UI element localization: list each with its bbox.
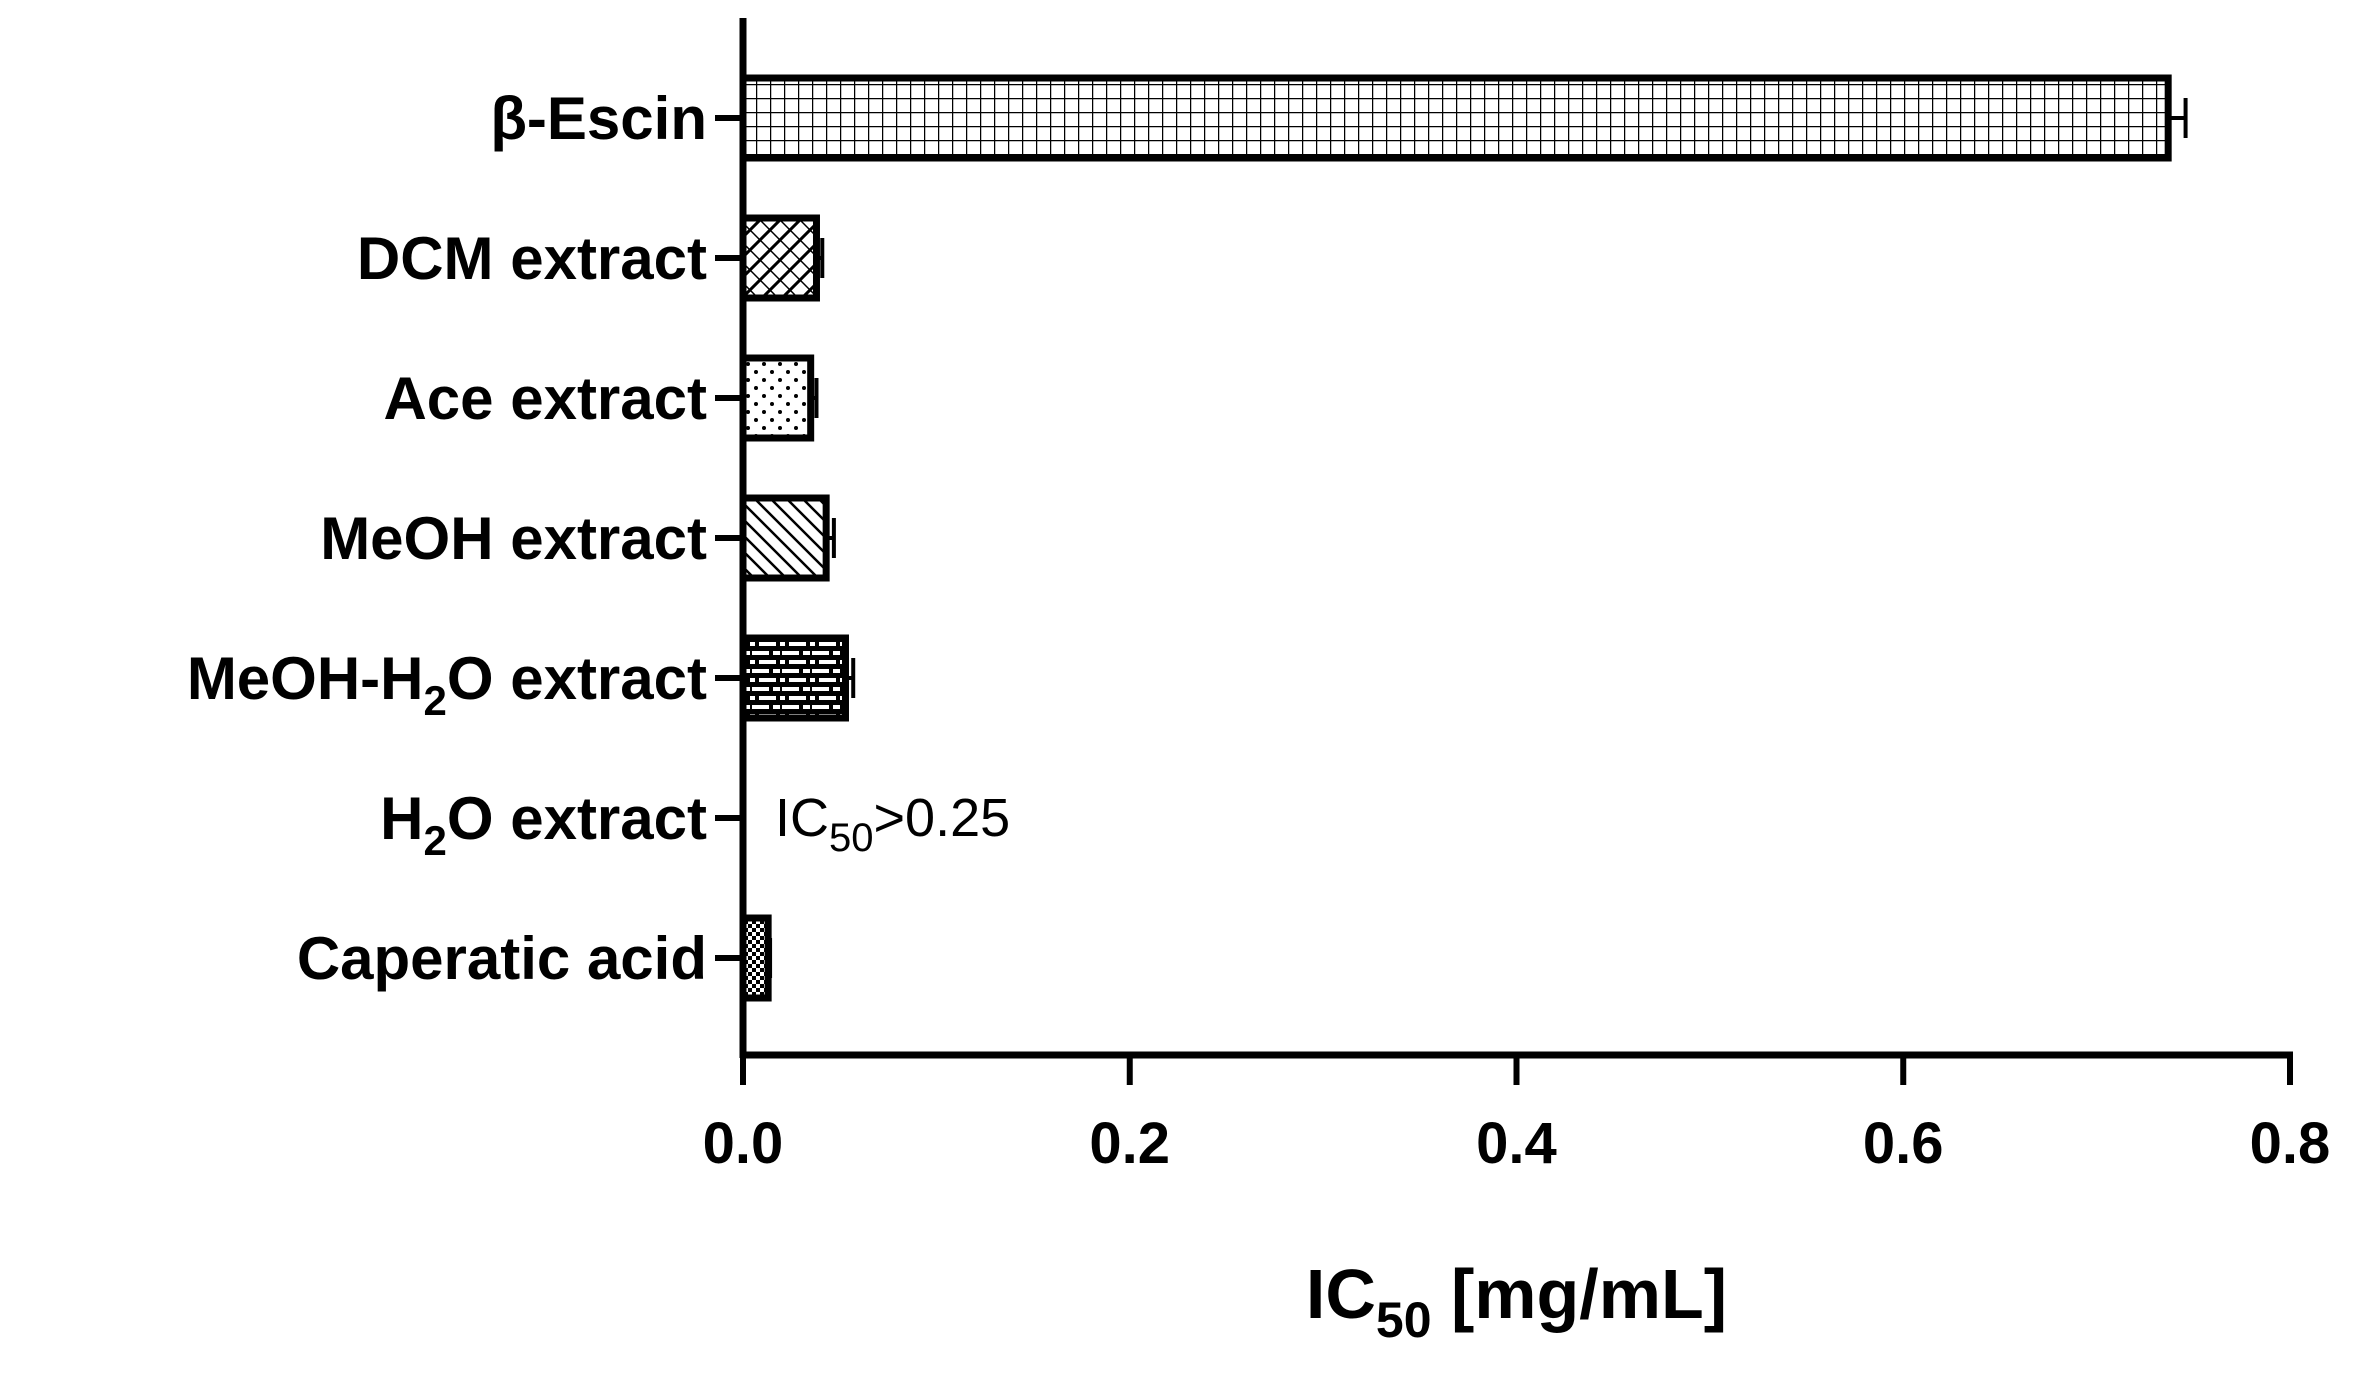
bar-2	[739, 354, 815, 442]
category-label-6: Caperatic acid	[297, 925, 707, 992]
x-tick-label-2: 0.4	[1476, 1111, 1557, 1176]
x-tick-label-4: 0.8	[2250, 1111, 2331, 1176]
category-label-5: H2O extract	[380, 785, 707, 864]
error-bar-4	[845, 658, 856, 698]
category-label-1: DCM extract	[357, 225, 707, 292]
bar-0	[739, 74, 2172, 162]
error-bar-2	[810, 378, 819, 418]
bar-1	[739, 214, 820, 302]
x-tick-label-1: 0.2	[1089, 1111, 1170, 1176]
bar-3	[739, 494, 830, 582]
category-label-3: MeOH extract	[320, 505, 707, 572]
bar-6	[739, 914, 772, 1002]
error-bars-layer	[768, 98, 2188, 978]
category-label-4: MeOH-H2O extract	[187, 645, 707, 724]
error-bar-6	[768, 938, 773, 978]
axes-layer	[715, 18, 2293, 1085]
bar-4	[739, 634, 849, 722]
annotation-0: IC50>0.25	[775, 788, 1010, 860]
error-bar-3	[826, 518, 836, 558]
x-axis-title: IC50 [mg/mL]	[1306, 1255, 1727, 1348]
category-label-0: β-Escin	[490, 85, 707, 152]
x-tick-label-3: 0.6	[1863, 1111, 1944, 1176]
x-tick-label-0: 0.0	[703, 1111, 784, 1176]
labels-layer: β-Escin DCM extract Ace extract MeOH extrac…	[187, 85, 2330, 1348]
error-bar-1	[816, 238, 825, 278]
category-label-2: Ace extract	[383, 365, 707, 432]
bars-layer	[739, 74, 2172, 1002]
error-bar-0	[2168, 98, 2188, 138]
